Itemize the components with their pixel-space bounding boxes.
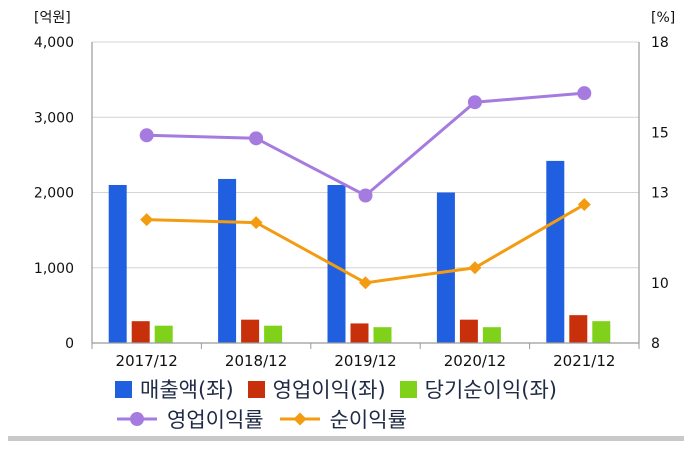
bar-1-3 bbox=[459, 319, 478, 343]
bar-1-1 bbox=[241, 319, 260, 343]
legend-item-bar-0: 매출액(좌) bbox=[115, 374, 234, 404]
axis-labels: 0 1,000 2,000 3,000 4,000 8 10 13 15 18 [억원] [%] 201… bbox=[34, 10, 675, 370]
left-tick-label: 1,000 bbox=[34, 261, 74, 277]
legend: 매출액(좌) 영업이익(좌) 당기순이익(좌) 영업이익률 순이익률 bbox=[115, 374, 675, 434]
point-1-2 bbox=[359, 276, 372, 290]
x-tick-label: 2018/12 bbox=[225, 352, 287, 370]
left-tick-label: 4,000 bbox=[34, 35, 74, 51]
point-1-4 bbox=[577, 198, 591, 212]
legend-label: 당기순이익(좌) bbox=[424, 378, 557, 402]
legend-swatch bbox=[399, 380, 417, 398]
point-0-4 bbox=[577, 86, 592, 101]
bar-0-2 bbox=[327, 184, 346, 343]
legend-swatch bbox=[279, 412, 320, 426]
x-tick-label: 2017/12 bbox=[116, 352, 178, 370]
bar-2-3 bbox=[482, 327, 501, 343]
legend-item-bar-2: 당기순이익(좌) bbox=[399, 374, 557, 404]
bars bbox=[108, 160, 611, 343]
legend-swatch bbox=[115, 380, 132, 398]
axes bbox=[91, 42, 640, 349]
legend-swatch bbox=[247, 380, 265, 398]
point-0-0 bbox=[139, 128, 154, 143]
x-tick-label: 2020/12 bbox=[444, 352, 506, 370]
right-tick-label: 8 bbox=[651, 336, 660, 352]
point-1-1 bbox=[249, 216, 263, 230]
right-tick-label: 18 bbox=[651, 35, 669, 51]
bar-2-4 bbox=[592, 321, 611, 343]
left-tick-label: 2,000 bbox=[34, 186, 74, 202]
left-tick-label: 3,000 bbox=[34, 110, 74, 126]
point-1-3 bbox=[468, 261, 482, 275]
bar-1-4 bbox=[569, 315, 588, 343]
left-tick-label: 0 bbox=[65, 336, 74, 352]
right-tick-label: 15 bbox=[651, 125, 669, 141]
legend-row-bars: 매출액(좌) 영업이익(좌) 당기순이익(좌) bbox=[115, 374, 675, 404]
legend-label: 매출액(좌) bbox=[140, 378, 234, 402]
legend-swatch bbox=[117, 412, 157, 426]
bar-0-4 bbox=[546, 160, 565, 343]
point-0-2 bbox=[358, 188, 373, 203]
right-tick-label: 13 bbox=[651, 186, 669, 202]
legend-label: 영업이익률 bbox=[167, 408, 264, 432]
bar-0-1 bbox=[218, 178, 237, 343]
point-0-1 bbox=[249, 131, 264, 146]
right-axis-unit: [%] bbox=[651, 10, 675, 26]
right-tick-label: 10 bbox=[651, 276, 669, 292]
legend-row-lines: 영업이익률 순이익률 bbox=[115, 404, 675, 434]
x-tick-label: 2021/12 bbox=[553, 352, 615, 370]
bar-2-1 bbox=[264, 325, 283, 343]
legend-item-bar-1: 영업이익(좌) bbox=[247, 374, 386, 404]
bar-2-0 bbox=[154, 325, 173, 343]
bar-2-2 bbox=[373, 327, 392, 343]
bottom-rule bbox=[8, 436, 684, 441]
x-tick-label: 2019/12 bbox=[334, 352, 396, 370]
legend-item-line-0: 영업이익률 bbox=[115, 404, 264, 434]
legend-item-line-1: 순이익률 bbox=[278, 404, 407, 434]
bar-1-0 bbox=[131, 321, 150, 343]
bar-0-3 bbox=[436, 192, 455, 343]
point-1-0 bbox=[140, 213, 154, 227]
point-0-3 bbox=[467, 95, 482, 110]
bar-1-2 bbox=[350, 323, 369, 343]
legend-label: 순이익률 bbox=[329, 408, 407, 432]
lines bbox=[139, 86, 592, 290]
left-axis-unit: [억원] bbox=[34, 10, 71, 26]
legend-label: 영업이익(좌) bbox=[272, 378, 386, 402]
bar-0-0 bbox=[108, 184, 127, 343]
